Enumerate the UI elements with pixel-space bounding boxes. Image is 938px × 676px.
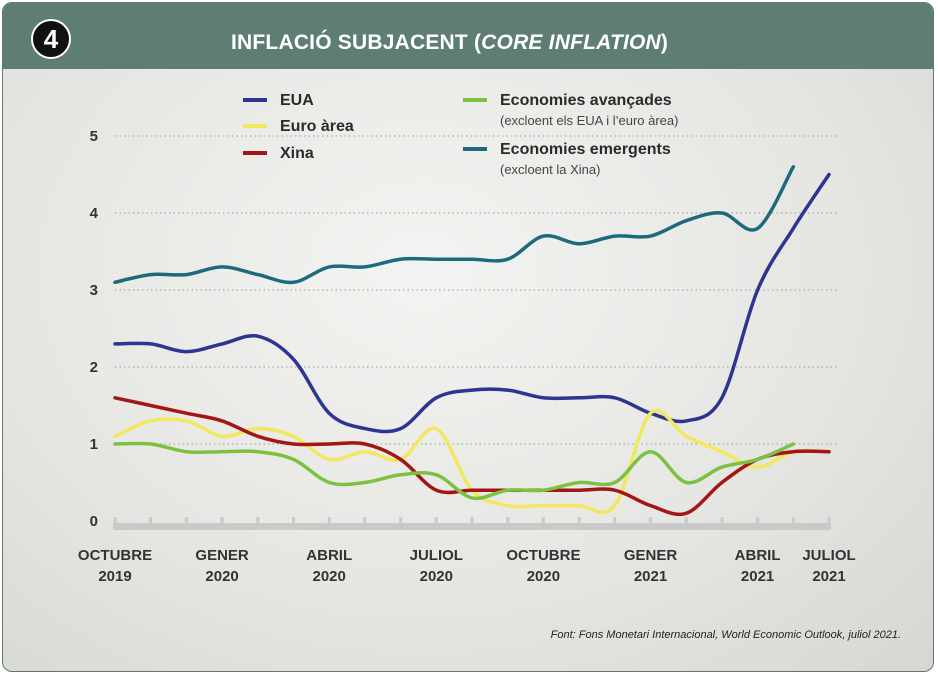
line-chart: OCTUBRE 2019 GENER 2020 ABRIL 2020 JULIOL 2020 O…: [78, 92, 856, 585]
series-line-eua: [113, 172, 831, 434]
y-tick-label: 2: [90, 359, 98, 376]
x-tick-label: ABRIL: [735, 547, 781, 564]
y-tick-label: 0: [90, 513, 98, 530]
series-line-xina: [113, 396, 831, 517]
title-main: INFLACIÓ SUBJACENT (: [231, 31, 482, 54]
x-tick-year: 2020: [313, 568, 346, 585]
legend-sublabel-avancades: (excloent els EUA i l’euro àrea): [500, 113, 678, 128]
legend-label-xina: Xina: [280, 145, 314, 162]
x-axis: OCTUBRE 2019 GENER 2020 ABRIL 2020 JULIOL 2020 O…: [78, 517, 856, 585]
chart-header: 4 INFLACIÓ SUBJACENT (CORE INFLATION): [3, 3, 933, 69]
chart-title: INFLACIÓ SUBJACENT (CORE INFLATION): [231, 31, 668, 61]
title-close: ): [660, 31, 669, 54]
x-tick-label: JULIOL: [802, 547, 855, 564]
legend-label-emergents: Economies emergents: [500, 141, 671, 158]
series-lines: [113, 165, 831, 517]
chart-number-badge: 4: [31, 19, 71, 59]
x-tick-label: OCTUBRE: [78, 547, 152, 564]
x-tick-label: GENER: [195, 547, 249, 564]
x-tick-label: GENER: [624, 547, 678, 564]
legend-sublabel-emergents: (excloent la Xina): [500, 162, 600, 177]
x-tick-year: 2021: [812, 568, 845, 585]
y-axis: 0 1 2 3 4 5: [90, 128, 99, 530]
x-tick-year: 2021: [741, 568, 774, 585]
x-tick-label: OCTUBRE: [506, 547, 580, 564]
legend-label-eua: EUA: [280, 92, 314, 109]
x-tick-year: 2019: [98, 568, 131, 585]
legend-label-avancades: Economies avançades: [500, 92, 672, 109]
source-note: Font: Fons Monetari Internacional, World…: [550, 629, 901, 641]
title-italic: CORE INFLATION: [481, 31, 661, 54]
legend: Economies emergents (excloent la Xina) EUA…: [243, 92, 678, 177]
series-line-emergents: [113, 165, 796, 285]
y-tick-label: 3: [90, 282, 98, 299]
x-tick-label: JULIOL: [410, 547, 463, 564]
x-tick-label: ABRIL: [306, 547, 352, 564]
series-line-avancades: [113, 441, 796, 501]
x-tick-year: 2021: [634, 568, 667, 585]
y-tick-label: 1: [90, 436, 98, 453]
legend-label-euro: Euro àrea: [280, 118, 354, 135]
x-tick-year: 2020: [420, 568, 453, 585]
y-tick-label: 4: [90, 205, 99, 222]
y-tick-label: 5: [90, 128, 98, 145]
x-tick-year: 2020: [527, 568, 560, 585]
gridlines: [115, 135, 838, 445]
x-tick-year: 2020: [205, 568, 238, 585]
